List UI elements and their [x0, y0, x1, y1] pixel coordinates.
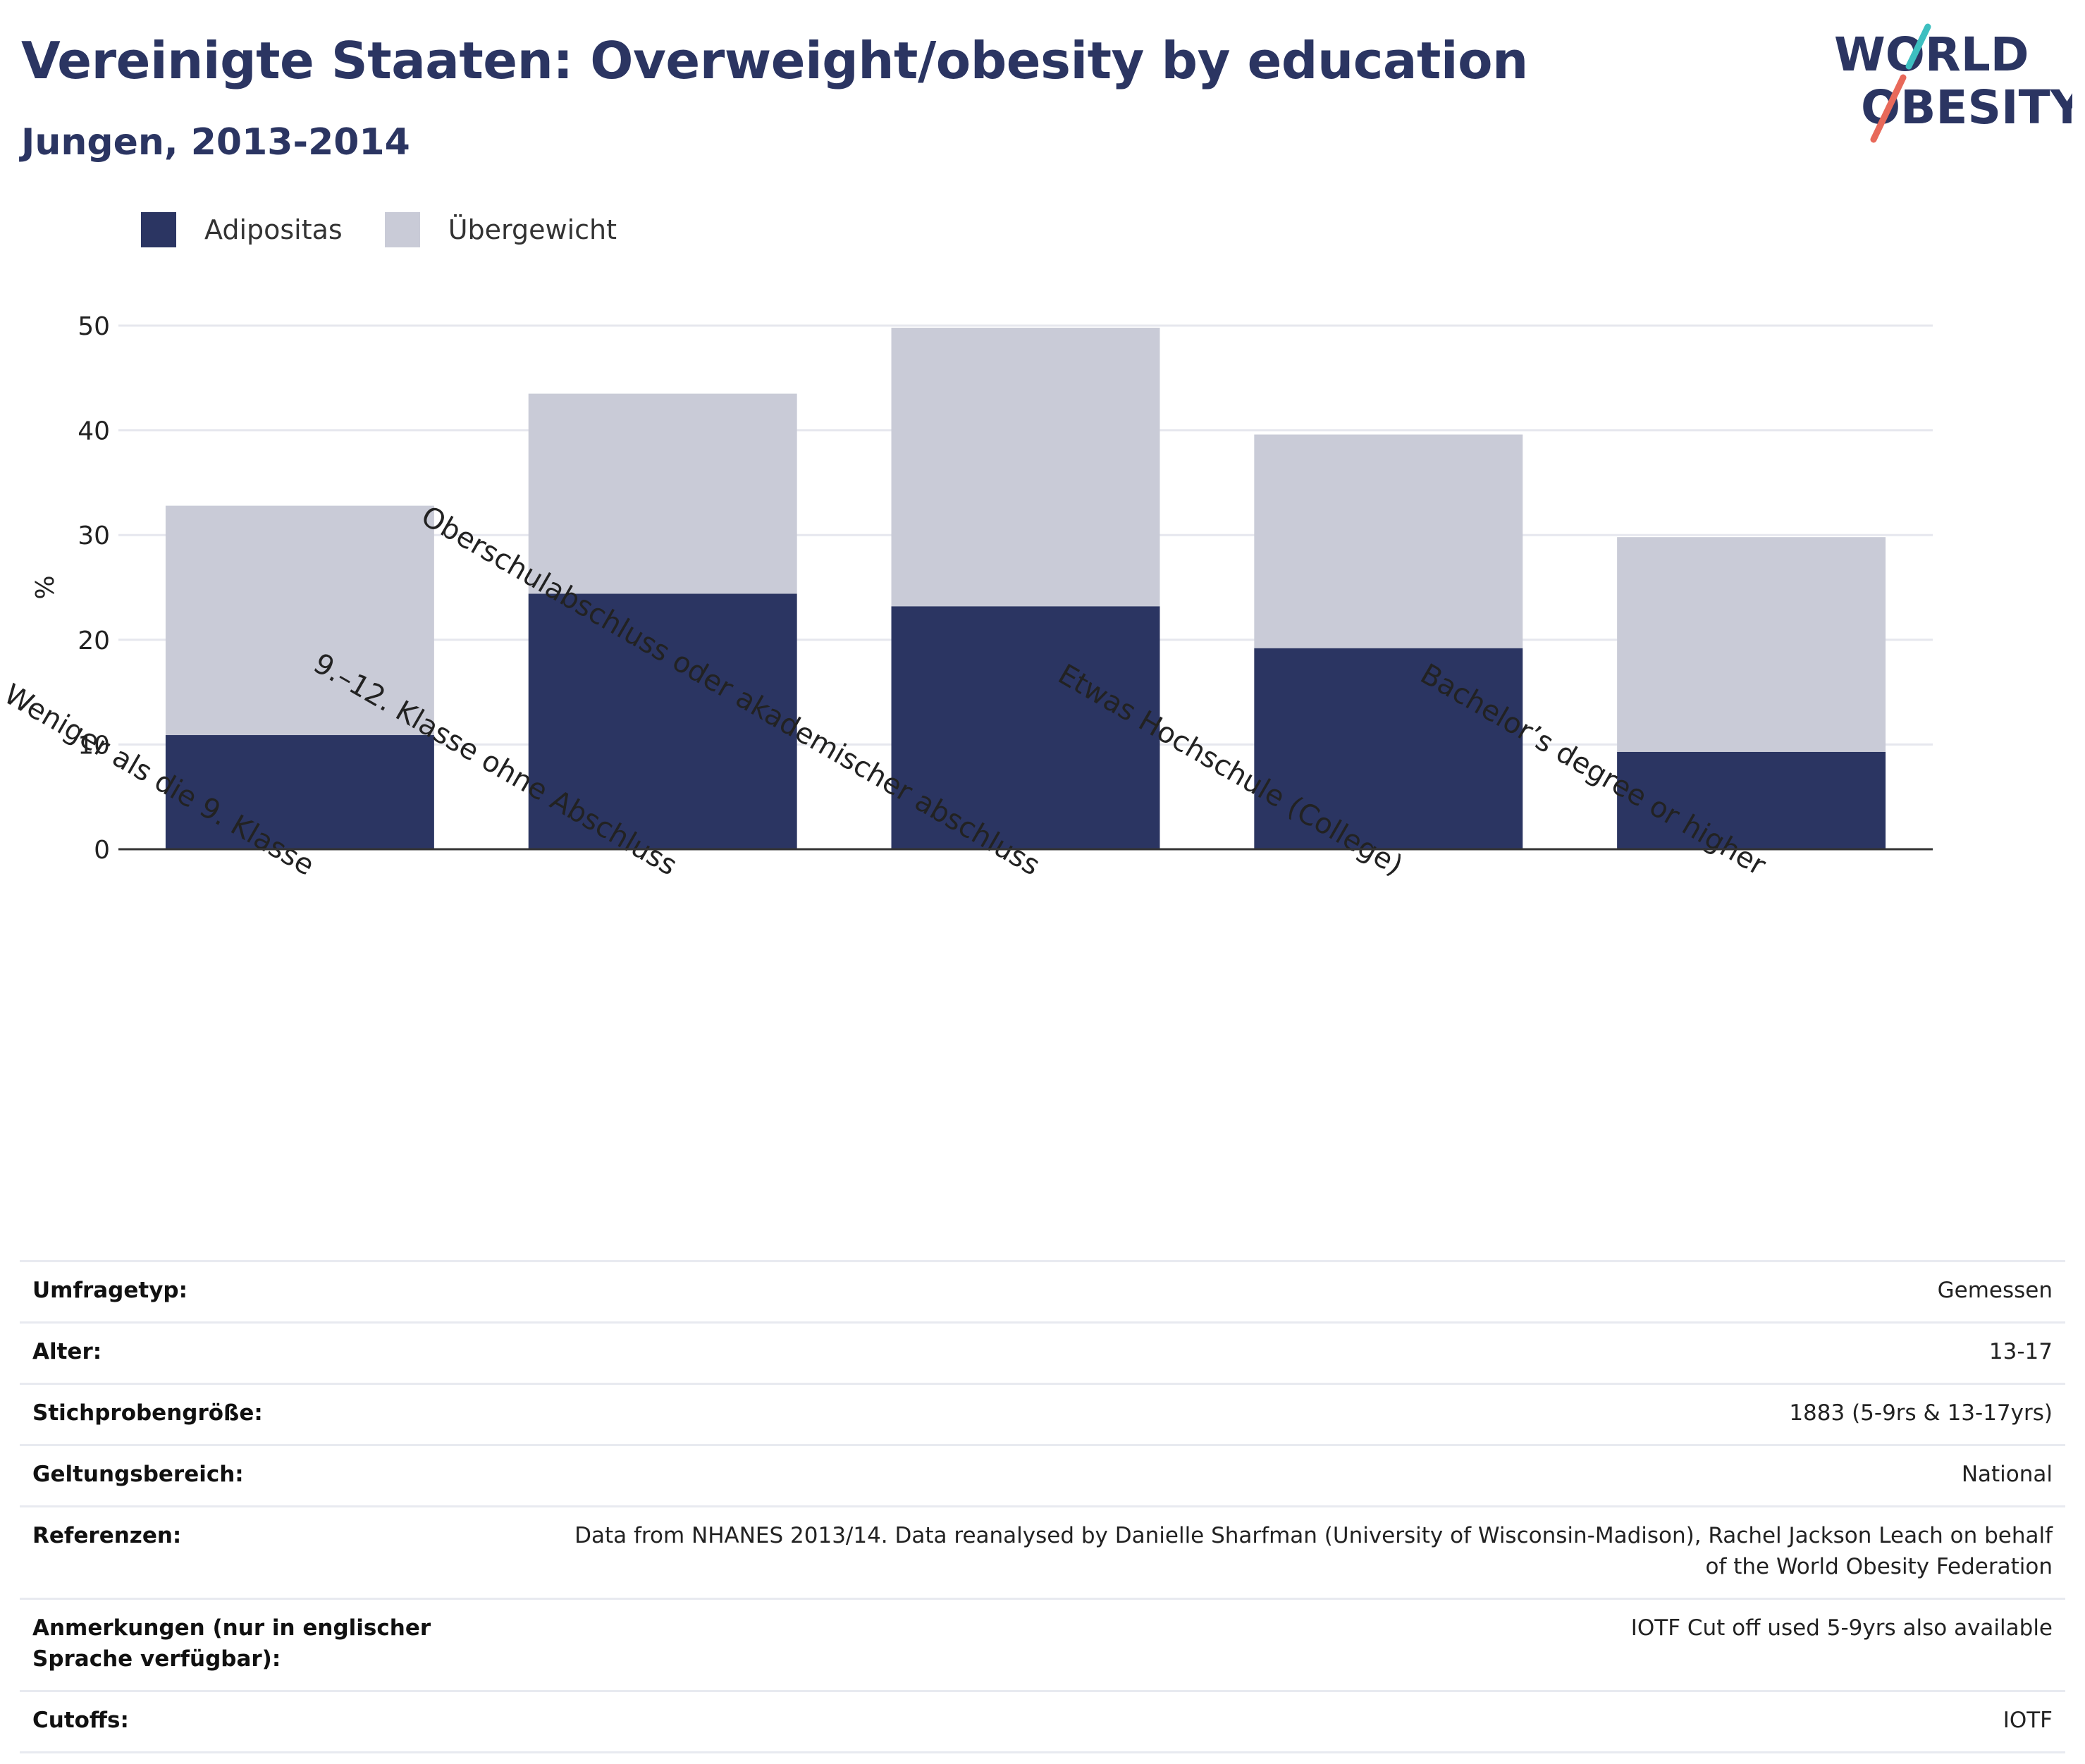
info-row: Umfragetyp: Gemessen	[20, 1261, 2065, 1323]
bar-adipositas-4	[1617, 751, 1886, 849]
bar-uebergewicht-1	[528, 393, 797, 594]
info-table: Umfragetyp: Gemessen Alter: 13-17 Stichprobe…	[20, 1260, 2065, 1753]
info-key: Stichprobengröße:	[32, 1400, 263, 1426]
y-axis-label: %	[31, 575, 60, 599]
legend-swatch-uebergewicht	[384, 212, 420, 247]
info-key: Cutoffs:	[32, 1708, 129, 1733]
info-value: National	[1961, 1462, 2053, 1487]
legend-item-uebergewicht[interactable]: Übergewicht	[384, 212, 617, 247]
info-key: Geltungsbereich:	[32, 1462, 244, 1487]
info-row: Referenzen: Data from NHANES 2013/14. Dat…	[20, 1506, 2065, 1599]
bar-adipositas-3	[1254, 648, 1523, 849]
info-key: Alter:	[32, 1339, 102, 1364]
info-value: Gemessen	[1937, 1278, 2053, 1303]
info-value: Data from NHANES 2013/14. Data reanalyse…	[574, 1523, 2053, 1579]
chart-subtitle: Jungen, 2013-2014	[21, 121, 410, 164]
bar-uebergewicht-0	[165, 505, 434, 736]
info-row: Alter: 13-17	[20, 1322, 2065, 1384]
info-row: Stichprobengröße: 1883 (5-9rs & 13-17yrs)	[20, 1383, 2065, 1445]
bar-adipositas-0	[165, 735, 434, 849]
logo-slash-teal	[1905, 23, 1931, 70]
y-tick-label: 0	[94, 836, 110, 865]
logo-slash-coral	[1870, 74, 1907, 143]
bar-uebergewicht-3	[1254, 434, 1523, 648]
bar-uebergewicht-4	[1617, 537, 1886, 752]
y-tick-label: 30	[78, 522, 110, 550]
bar-uebergewicht-2	[891, 327, 1160, 607]
world-obesity-logo: WORLD OBESITY	[1834, 23, 2072, 143]
info-row: Anmerkungen (nur in englischer Sprache v…	[20, 1598, 2065, 1691]
bar-adipositas-2	[891, 606, 1160, 849]
info-value: IOTF	[2003, 1708, 2053, 1733]
info-value: 1883 (5-9rs & 13-17yrs)	[1789, 1400, 2053, 1426]
y-tick-label: 40	[78, 417, 110, 446]
legend-label-adipositas: Adipositas	[204, 214, 343, 245]
logo-line1: WORLD	[1834, 27, 2029, 82]
legend-item-adipositas[interactable]: Adipositas	[141, 212, 343, 247]
info-key: Anmerkungen (nur in englischer Sprache v…	[32, 1615, 431, 1672]
chart-title: Vereinigte Staaten: Overweight/obesity b…	[21, 31, 1528, 90]
legend-swatch-adipositas	[141, 212, 176, 247]
info-value: IOTF Cut off used 5-9yrs also available	[1630, 1615, 2053, 1641]
info-row: Geltungsbereich: National	[20, 1445, 2065, 1507]
chart-legend: Adipositas Übergewicht	[141, 210, 659, 249]
info-key: Referenzen:	[32, 1523, 182, 1548]
y-tick-label: 10	[78, 731, 110, 760]
y-tick-label: 20	[78, 627, 110, 655]
legend-label-uebergewicht: Übergewicht	[448, 214, 617, 245]
bar-adipositas-1	[528, 593, 797, 849]
info-value: 13-17	[1988, 1339, 2053, 1364]
y-tick-label: 50	[78, 312, 110, 341]
info-key: Umfragetyp:	[32, 1278, 187, 1303]
info-row: Cutoffs: IOTF	[20, 1691, 2065, 1753]
